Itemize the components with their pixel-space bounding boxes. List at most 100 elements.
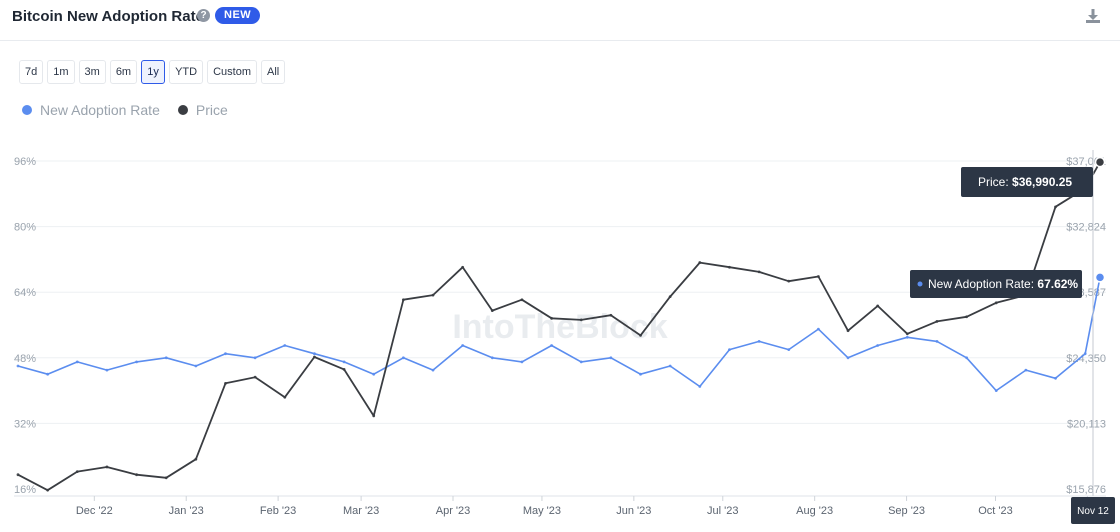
new-badge: NEW (215, 7, 261, 24)
data-point-price (16, 473, 20, 477)
data-point-price (490, 309, 494, 312)
legend-dot-price (177, 105, 188, 115)
left-tick-label: 96% (14, 156, 36, 168)
data-point-adoption-rate (846, 356, 850, 360)
download-icon[interactable] (1084, 7, 1102, 25)
x-tick-label: Aug '23 (796, 505, 833, 517)
time-range-selector: 7d 1m 3m 6m 1y YTD Custom All (19, 60, 286, 84)
range-button-7d[interactable]: 7d (19, 60, 44, 84)
data-point-price (105, 465, 109, 469)
range-button-custom[interactable]: Custom (207, 60, 257, 84)
data-point-adoption-rate (342, 360, 346, 364)
left-tick-label: 32% (14, 418, 36, 430)
left-tick-label: 16% (14, 484, 36, 496)
data-point-adoption-rate (935, 340, 939, 343)
right-tick-label: $20,113 (1067, 418, 1106, 430)
range-button-3m[interactable]: 3m (78, 60, 106, 84)
price-tooltip-text: Price: $36,990.25 (978, 175, 1072, 189)
data-point-price (668, 295, 672, 299)
right-tick-label: $32,824 (1066, 222, 1106, 234)
data-point-adoption-rate (372, 372, 376, 376)
data-point-price (520, 298, 524, 302)
price-tooltip-label: Price: (978, 175, 1012, 189)
watermark-text: IntoTheBlock (452, 308, 667, 346)
data-point-adoption-rate (283, 344, 287, 347)
data-point-adoption-rate (639, 372, 642, 376)
range-button-6m[interactable]: 6m (109, 60, 138, 84)
x-tick-label: Feb '23 (260, 505, 296, 517)
legend-label-price: Price (195, 102, 228, 118)
data-point-adoption-rate (46, 372, 50, 376)
data-point-price (431, 293, 435, 297)
x-tick-label: May '23 (523, 505, 561, 517)
data-point-price (135, 473, 138, 477)
left-tick-label: 80% (14, 222, 36, 234)
data-point-adoption-rate (253, 356, 257, 360)
x-axis-ticks: Dec '22 Jan '23 Feb '23 Mar '23 Apr '23 May '… (76, 496, 1100, 517)
data-point-adoption-rate (609, 356, 613, 360)
data-point-price (876, 304, 880, 308)
data-point-price (579, 318, 583, 322)
data-point-adoption-rate (994, 389, 998, 392)
data-point-price (994, 301, 998, 305)
data-point-price (639, 333, 642, 337)
data-point-price (935, 320, 939, 323)
data-point-adoption-rate (965, 356, 969, 360)
data-point-adoption-rate (550, 344, 553, 347)
legend-item-price[interactable]: Price (177, 102, 228, 118)
data-point-adoption-rate (135, 360, 138, 364)
data-point-adoption-rate (757, 340, 761, 343)
data-point-price (728, 265, 731, 269)
right-axis-ticks: $37,061$32,824$28,587$24,350$20,113$15,8… (1066, 156, 1106, 496)
series-layer (16, 156, 1106, 492)
range-button-ytd[interactable]: YTD (169, 60, 204, 84)
data-point-price (698, 261, 702, 264)
data-point-adoption-rate (1083, 352, 1087, 356)
left-tick-label: 48% (14, 353, 36, 365)
x-tick-label: Jun '23 (616, 505, 651, 517)
legend-item-adoption-rate[interactable]: New Adoption Rate (22, 102, 160, 118)
data-point-price (194, 457, 198, 461)
price-tooltip-value: $36,990.25 (1012, 175, 1072, 189)
data-point-adoption-rate (105, 368, 109, 372)
data-point-adoption-rate (698, 385, 702, 388)
rate-tooltip-dot (917, 281, 923, 287)
data-point-price (461, 265, 465, 269)
data-point-adoption-rate (431, 368, 435, 372)
range-button-1y[interactable]: 1y (141, 60, 166, 84)
data-point-adoption-rate (401, 356, 405, 360)
grid-lines (14, 160, 1106, 497)
x-tick-label: Apr '23 (436, 505, 471, 517)
data-point-adoption-rate (668, 364, 672, 368)
current-point-adoption-rate (1094, 272, 1106, 283)
data-point-price (757, 270, 761, 274)
rate-tooltip-box (910, 270, 1082, 298)
data-point-adoption-rate (461, 344, 465, 347)
rate-tooltip-value: 67.62% (1037, 277, 1078, 291)
data-point-adoption-rate (490, 356, 494, 360)
current-point-price (1094, 156, 1106, 168)
data-point-price (75, 470, 79, 473)
data-point-adoption-rate (905, 335, 909, 339)
data-point-adoption-rate (75, 360, 79, 364)
range-button-all[interactable]: All (261, 60, 286, 84)
rate-tooltip-text: New Adoption Rate: 67.62% (928, 277, 1078, 291)
data-point-price (313, 355, 316, 359)
data-point-price (224, 381, 227, 385)
range-button-1m[interactable]: 1m (47, 60, 75, 84)
data-point-price (787, 279, 791, 283)
data-point-price (401, 298, 405, 302)
crosshair-date-label: Nov 12 (1071, 497, 1115, 524)
chart-header: Bitcoin New Adoption Rate ? NEW (0, 0, 1120, 41)
price-tooltip: Price: $36,990.25 (961, 167, 1093, 197)
help-icon[interactable]: ? (197, 9, 210, 22)
chart-legend: New Adoption Rate Price (22, 102, 228, 118)
data-point-price (164, 476, 168, 480)
data-point-adoption-rate (1054, 376, 1057, 380)
data-point-adoption-rate (728, 348, 731, 351)
x-tick-label: Jan '23 (169, 505, 204, 517)
data-point-price (550, 316, 553, 320)
data-point-adoption-rate (224, 352, 227, 356)
data-point-adoption-rate (816, 327, 820, 331)
